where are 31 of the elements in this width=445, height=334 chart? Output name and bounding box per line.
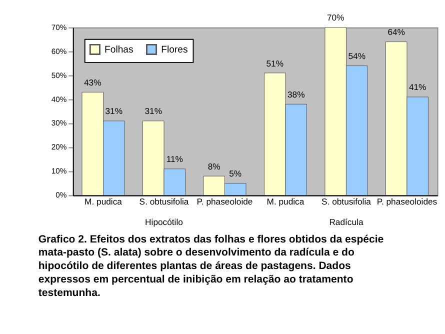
y-tick-label: 70% — [51, 22, 67, 32]
y-tick-label: 40% — [51, 94, 67, 104]
text: Radícula — [329, 216, 364, 227]
y-tick-label: 0% — [56, 190, 67, 200]
text: 31% — [144, 106, 162, 116]
y-tick-label: 20% — [51, 142, 67, 152]
legend-label: Flores — [161, 44, 188, 56]
text: 31% — [105, 106, 123, 116]
text: 43% — [84, 77, 102, 88]
text: 64% — [388, 27, 405, 38]
text: 51% — [266, 58, 284, 68]
x-tick-label: M. pudica — [266, 196, 304, 206]
x-tick-label: S. obtusifolia — [322, 196, 372, 206]
text: 70% — [326, 12, 344, 23]
x-tick-label: P. phaseoloide — [196, 196, 253, 206]
legend-label: Folhas — [104, 44, 134, 56]
text: Hipocótilo — [145, 216, 184, 227]
text: Grafico 2. Efeitos dos extratos das folhas e flores obtidos da espécie mata-pasto (S. alata) sobre o desenvolvimento da radícula e do hipocótilo de diferentes plantas de áreas de pastagens. Dados expressos em percentual de inibição em relação ao tratamento testemunha. — [38, 233, 384, 299]
text: 5% — [229, 168, 242, 179]
text: 8% — [208, 161, 220, 172]
y-tick-label: 60% — [51, 46, 67, 56]
y-tick-label: 10% — [51, 166, 67, 176]
y-tick-label: 50% — [51, 70, 67, 80]
x-tick-label: P. phaseoloides — [376, 196, 438, 206]
y-tick-label: 30% — [51, 118, 67, 128]
text: 38% — [287, 89, 305, 100]
text: 11% — [166, 154, 183, 164]
text: 54% — [348, 51, 366, 62]
x-tick-label: M. pudica — [84, 196, 122, 206]
text: 41% — [408, 82, 426, 92]
x-tick-label: S. obtusifolia — [139, 196, 189, 206]
